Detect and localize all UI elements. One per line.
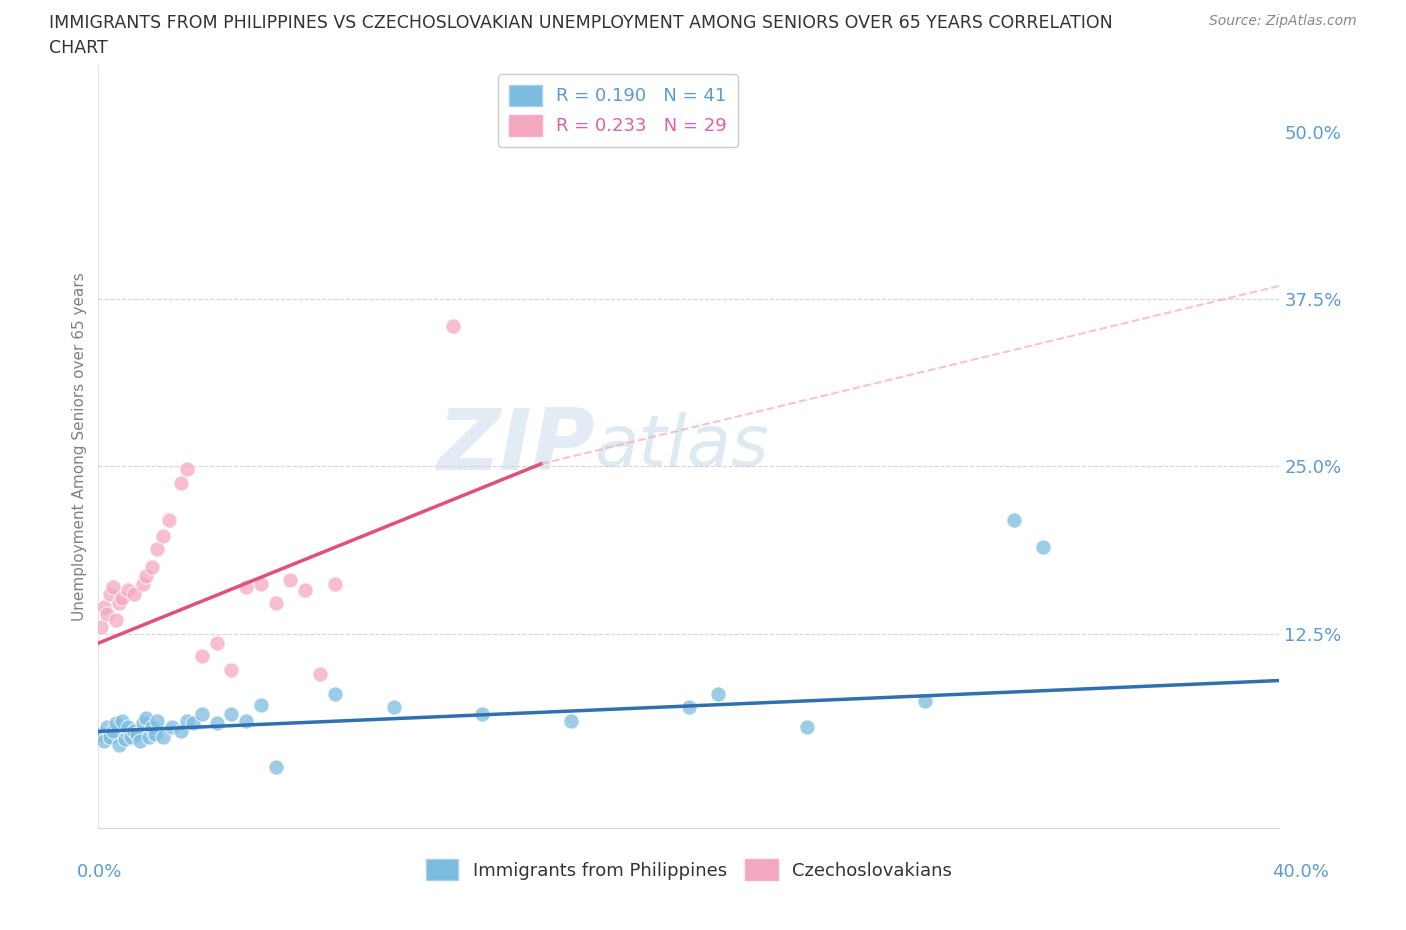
Point [176,461,198,476]
Point [138,729,160,744]
Point [170,475,193,490]
Point [105,716,128,731]
Point [235,713,257,728]
Point [122,724,145,738]
Point [111,591,134,605]
Point [105,613,128,628]
Point [103,724,125,738]
Point [90,726,112,741]
Text: Source: ZipAtlas.com: Source: ZipAtlas.com [1209,14,1357,28]
Point [132,716,155,731]
Point [678,700,700,715]
Text: CHART: CHART [49,39,108,57]
Point [162,720,183,735]
Y-axis label: Unemployment Among Seniors over 65 years: Unemployment Among Seniors over 65 years [72,272,87,621]
Point [93,600,115,615]
Text: atlas: atlas [595,412,769,481]
Point [382,700,405,715]
Point [117,720,139,735]
Point [128,733,150,748]
Point [117,582,139,597]
Text: 40.0%: 40.0% [1272,863,1329,881]
Point [96,720,118,735]
Point [141,720,163,735]
Point [1002,512,1025,527]
Point [264,595,287,610]
Point [796,720,818,735]
Point [707,686,730,701]
Point [235,579,257,594]
Point [221,707,243,722]
Text: ZIP: ZIP [437,405,595,488]
Point [141,559,163,574]
Point [323,577,346,591]
Point [122,586,145,601]
Point [170,724,193,738]
Point [264,760,287,775]
Point [250,577,273,591]
Point [221,662,243,677]
Text: IMMIGRANTS FROM PHILIPPINES VS CZECHOSLOVAKIAN UNEMPLOYMENT AMONG SENIORS OVER 6: IMMIGRANTS FROM PHILIPPINES VS CZECHOSLO… [49,14,1114,32]
Point [205,635,228,650]
Point [1032,539,1054,554]
Point [125,726,148,741]
Point [441,319,464,334]
Point [132,577,155,591]
Point [135,711,157,725]
Text: 0.0%: 0.0% [77,863,122,881]
Point [157,512,180,527]
Point [146,542,169,557]
Point [471,707,494,722]
Point [152,729,174,744]
Point [120,729,142,744]
Point [191,649,214,664]
Point [98,729,121,744]
Point [146,713,169,728]
Point [98,586,121,601]
Point [181,716,204,731]
Point [205,716,228,731]
Point [280,573,302,588]
Point [309,667,332,682]
Point [103,579,125,594]
Legend: Immigrants from Philippines, Czechoslovakians: Immigrants from Philippines, Czechoslova… [419,852,959,887]
Point [90,619,112,634]
Point [96,606,118,621]
Point [143,726,166,741]
Point [176,713,198,728]
Point [294,582,316,597]
Point [108,737,131,752]
Point [114,732,136,747]
Point [914,693,936,708]
Point [323,686,346,701]
Point [152,528,174,543]
Point [250,698,273,712]
Point [93,733,115,748]
Point [108,595,131,610]
Point [135,569,157,584]
Point [111,713,134,728]
Point [560,713,582,728]
Point [191,707,214,722]
